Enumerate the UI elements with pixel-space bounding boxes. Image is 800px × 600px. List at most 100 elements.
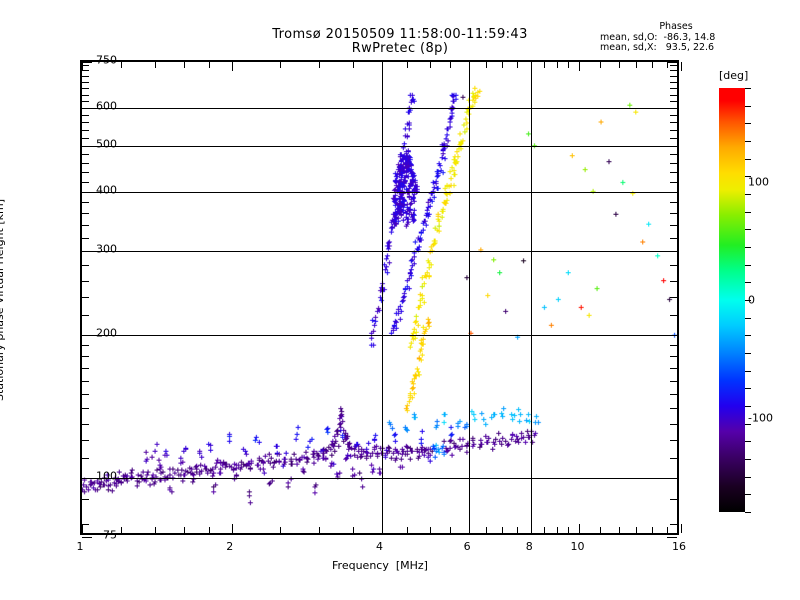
y-tick	[82, 345, 89, 346]
y-tick-right	[670, 70, 677, 71]
x-tick-top	[681, 62, 682, 71]
y-tick	[82, 356, 89, 357]
phase-stats-header: Phases	[659, 21, 693, 32]
y-tick	[82, 335, 92, 336]
gridline-vertical	[469, 62, 470, 533]
x-tick-label: 8	[525, 540, 533, 553]
y-tick	[82, 163, 89, 164]
y-tick	[82, 146, 92, 147]
y-tick-right	[670, 65, 677, 66]
y-tick-right	[667, 251, 677, 252]
y-tick	[82, 297, 89, 298]
x-tick-top	[232, 62, 233, 71]
x-tick-top	[121, 62, 122, 68]
colorbar-tick-mark	[745, 317, 751, 319]
x-tick-top	[450, 62, 451, 68]
x-tick	[82, 524, 83, 533]
y-tick-right	[670, 122, 677, 123]
x-tick-top	[557, 62, 558, 68]
y-tick-label: 100	[96, 469, 117, 483]
y-tick-label: 750	[96, 53, 117, 67]
y-tick-label: 400	[96, 183, 117, 197]
plot-title-line1: Tromsø 20150509 11:58:00-11:59:43	[272, 27, 528, 42]
x-tick	[184, 527, 185, 533]
x-tick-top	[619, 62, 620, 68]
x-tick-top	[209, 62, 210, 68]
x-tick-top	[579, 62, 580, 71]
colorbar-tick-mark	[745, 176, 751, 178]
y-tick-right	[670, 356, 677, 357]
x-tick	[486, 527, 487, 533]
y-tick-right	[670, 115, 677, 116]
x-tick-top	[636, 62, 637, 68]
y-tick-right	[667, 192, 677, 193]
y-tick-right	[667, 108, 677, 109]
x-tick	[652, 527, 653, 533]
x-tick	[280, 527, 281, 533]
y-tick-right	[670, 458, 677, 459]
y-tick-right	[670, 238, 677, 239]
x-tick	[502, 527, 503, 533]
y-tick	[82, 95, 89, 96]
x-tick	[557, 527, 558, 533]
colorbar-tick-mark	[745, 423, 751, 425]
phase-stats-block: Phases mean, sd,O: -86.3, 14.8 mean, sd,…	[600, 21, 780, 54]
y-tick	[82, 70, 89, 71]
y-tick	[82, 381, 89, 382]
y-tick-right	[667, 62, 677, 63]
colorbar-tick-mark	[745, 388, 751, 390]
y-tick	[82, 368, 89, 369]
y-tick-right	[670, 368, 677, 369]
y-tick-right	[670, 95, 677, 96]
gridline-horizontal	[82, 478, 677, 479]
y-tick	[82, 281, 89, 282]
x-tick-label: 2	[226, 540, 234, 553]
x-tick	[353, 527, 354, 533]
x-tick-top	[319, 62, 320, 68]
gridline-horizontal	[82, 108, 677, 109]
y-tick	[82, 65, 89, 66]
x-tick-top	[600, 62, 601, 68]
x-tick	[600, 527, 601, 533]
colorbar-tick-mark	[745, 282, 751, 284]
x-tick-label: 4	[376, 540, 383, 553]
colorbar-tick-mark	[745, 123, 751, 125]
colorbar-tick-mark	[745, 105, 751, 107]
y-tick	[82, 238, 89, 239]
y-tick-right	[670, 524, 677, 525]
x-tick-top	[155, 62, 156, 68]
y-tick	[82, 108, 92, 109]
plot-subtitle: RwPretec (8p)	[351, 41, 449, 56]
x-tick	[382, 524, 383, 533]
gridline-horizontal	[82, 192, 677, 193]
gridline-vertical	[382, 62, 383, 533]
x-tick	[517, 527, 518, 533]
x-tick	[544, 527, 545, 533]
colorbar-tick-label: 0	[748, 293, 755, 307]
y-tick-right	[670, 202, 677, 203]
y-tick-right	[667, 335, 677, 336]
colorbar-tick-mark	[745, 335, 751, 337]
y-tick	[82, 524, 89, 525]
x-tick	[407, 527, 408, 533]
x-tick-label: 6	[463, 540, 471, 553]
x-tick	[531, 524, 532, 533]
y-tick-right	[667, 537, 677, 538]
y-tick	[82, 101, 89, 102]
x-tick-top	[280, 62, 281, 68]
x-tick	[667, 527, 668, 533]
x-tick-top	[469, 62, 470, 71]
x-tick-top	[430, 62, 431, 68]
y-tick-right	[670, 297, 677, 298]
colorbar-tick-label: 100	[748, 175, 769, 189]
y-tick-right	[670, 182, 677, 183]
y-tick	[82, 138, 89, 139]
y-tick	[82, 172, 89, 173]
y-tick-label: 500	[96, 137, 117, 151]
y-tick	[82, 115, 89, 116]
y-tick-right	[670, 265, 677, 266]
y-tick	[82, 265, 89, 266]
plot-area	[80, 60, 682, 538]
colorbar-unit-label: [deg]	[719, 69, 749, 82]
x-tick-label: 1	[76, 540, 84, 553]
